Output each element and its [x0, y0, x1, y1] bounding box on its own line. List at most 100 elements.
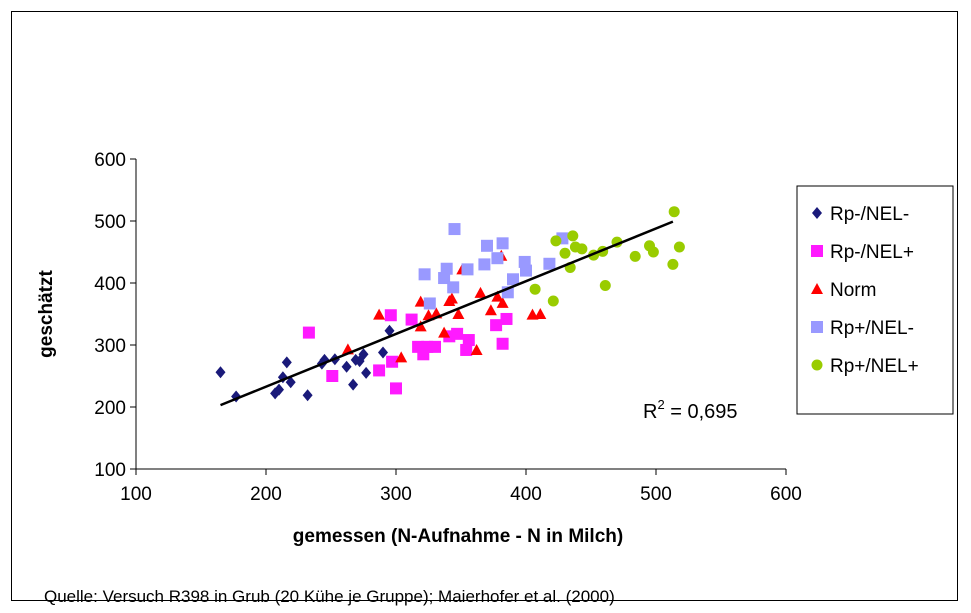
data-point	[491, 252, 504, 265]
data-point	[470, 343, 483, 355]
legend-marker	[811, 359, 823, 371]
series-3	[418, 223, 569, 310]
data-point	[390, 382, 402, 395]
legend-box	[796, 185, 954, 415]
data-point	[484, 304, 497, 316]
data-point	[576, 243, 588, 255]
axes	[130, 158, 787, 475]
data-point	[215, 366, 226, 379]
x-tick-label: 100	[120, 484, 152, 505]
data-point	[529, 283, 541, 295]
data-point	[438, 326, 451, 338]
data-point	[496, 237, 509, 250]
legend-label: Rp-/NEL-	[830, 204, 909, 225]
x-axis-title: gemessen (N-Aufnahme - N in Milch)	[293, 526, 623, 547]
legend-label: Rp+/NEL+	[830, 356, 919, 377]
data-point	[386, 355, 399, 368]
data-point	[440, 262, 453, 275]
data-point	[451, 327, 464, 340]
data-point	[373, 308, 386, 320]
x-tick-label: 400	[510, 484, 542, 505]
legend-label: Rp+/NEL-	[830, 318, 914, 339]
data-point	[445, 292, 458, 304]
y-tick-label: 200	[94, 398, 126, 419]
data-point	[481, 239, 493, 252]
data-point	[647, 246, 659, 258]
data-point	[547, 295, 559, 307]
tick-labels: 100 200 300 400 500 600 100 200 300 400 500 600	[94, 150, 802, 505]
data-point	[461, 263, 474, 276]
data-point	[496, 337, 509, 350]
data-point	[418, 268, 431, 281]
data-point	[448, 223, 461, 236]
y-tick-label: 600	[94, 150, 126, 171]
data-point	[478, 258, 491, 271]
y-tick-label: 400	[94, 274, 126, 295]
data-point	[667, 258, 679, 270]
data-point	[423, 297, 436, 310]
data-point	[302, 389, 313, 402]
y-axis-title: geschätzt	[36, 270, 57, 358]
data-point	[474, 286, 487, 298]
legend-marker	[812, 207, 822, 219]
data-point	[405, 313, 418, 326]
data-point	[373, 364, 386, 377]
data-point	[348, 378, 359, 391]
legend-label: Rp-/NEL+	[830, 242, 914, 263]
trendline	[220, 220, 674, 407]
source-caption: Quelle: Versuch R398 in Grub (20 Kühe je…	[44, 587, 615, 606]
chart-frame: 100 200 300 400 500 600 100 200 300 400 500 600 ges…	[11, 11, 958, 606]
data-point	[668, 206, 680, 218]
data-point	[490, 319, 503, 332]
data-point	[534, 308, 547, 319]
data-point	[518, 255, 531, 268]
series-4	[529, 206, 685, 307]
data-point	[384, 309, 397, 322]
data-points	[215, 206, 685, 403]
data-point	[559, 247, 571, 259]
data-point	[341, 360, 352, 373]
scatter-chart: 100 200 300 400 500 600 100 200 300 400 500 600 ges…	[36, 150, 954, 547]
legend-marker	[811, 283, 823, 294]
data-point	[326, 370, 339, 382]
series-2	[341, 249, 547, 363]
data-point	[462, 334, 475, 347]
data-point	[543, 257, 556, 270]
trendline-group	[220, 220, 674, 407]
data-point	[491, 290, 504, 302]
data-point	[395, 351, 408, 363]
legend-marker	[811, 245, 823, 257]
x-tick-label: 600	[770, 484, 802, 505]
data-point	[384, 324, 395, 337]
data-point	[550, 235, 562, 247]
data-point	[447, 281, 460, 294]
y-tick-label: 500	[94, 212, 126, 233]
data-point	[500, 312, 513, 325]
legend: Rp-/NEL- Rp-/NEL+ Norm Rp+/NEL- Rp+/NEL+	[796, 185, 954, 415]
data-point	[599, 279, 611, 291]
data-point	[629, 250, 641, 262]
x-tick-label: 200	[250, 484, 282, 505]
data-point	[429, 340, 441, 353]
y-tick-label: 100	[94, 460, 126, 481]
data-point	[496, 296, 509, 308]
legend-marker	[811, 321, 823, 333]
data-point	[414, 295, 427, 307]
data-point	[452, 308, 465, 319]
data-point	[460, 343, 473, 356]
r2-label: R	[643, 401, 657, 423]
data-point	[438, 272, 451, 285]
r2-value: = 0,695	[665, 401, 738, 423]
data-point	[673, 241, 685, 253]
data-point	[414, 320, 427, 332]
data-point	[302, 326, 315, 339]
x-tick-label: 500	[640, 484, 672, 505]
data-point	[285, 376, 296, 389]
legend-label: Norm	[830, 280, 876, 301]
data-point	[507, 273, 519, 286]
data-point	[567, 230, 579, 242]
data-point	[378, 346, 388, 359]
data-point	[281, 356, 292, 369]
series-1	[302, 309, 513, 395]
data-point	[358, 348, 369, 361]
